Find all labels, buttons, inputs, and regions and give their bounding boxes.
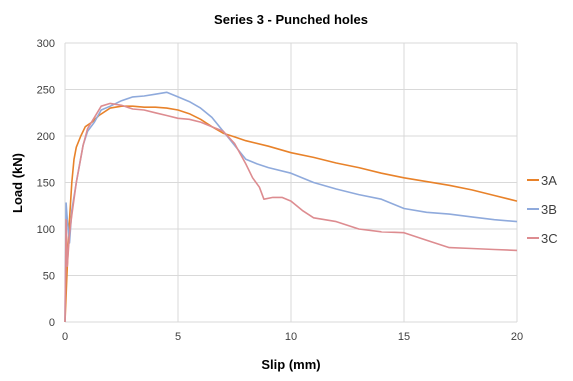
series-line-3a bbox=[64, 105, 518, 323]
gridlines bbox=[64, 42, 518, 323]
legend-label-3a: 3A bbox=[541, 173, 557, 188]
chart-title: Series 3 - Punched holes bbox=[214, 12, 368, 27]
y-tick-labels: 0 50 100 150 200 250 300 bbox=[37, 38, 55, 329]
legend-label-3c: 3C bbox=[541, 231, 558, 246]
series-line-3c bbox=[64, 102, 518, 323]
x-tick-labels: 0 5 10 15 20 bbox=[62, 331, 523, 343]
x-tick-label: 20 bbox=[511, 331, 523, 343]
plot-area bbox=[64, 91, 518, 323]
y-tick-label: 50 bbox=[43, 271, 55, 283]
x-tick-label: 5 bbox=[175, 331, 181, 343]
legend: 3A 3B 3C bbox=[527, 173, 558, 246]
x-tick-label: 15 bbox=[398, 331, 410, 343]
legend-label-3b: 3B bbox=[541, 202, 557, 217]
x-tick-label: 0 bbox=[62, 331, 68, 343]
y-tick-label: 150 bbox=[37, 178, 55, 190]
y-tick-label: 250 bbox=[37, 85, 55, 97]
y-tick-label: 100 bbox=[37, 224, 55, 236]
x-axis-title: Slip (mm) bbox=[261, 357, 320, 372]
y-axis-title: Load (kN) bbox=[10, 153, 25, 213]
x-tick-label: 10 bbox=[285, 331, 297, 343]
y-tick-label: 0 bbox=[49, 317, 55, 329]
y-tick-label: 300 bbox=[37, 38, 55, 50]
y-tick-label: 200 bbox=[37, 131, 55, 143]
